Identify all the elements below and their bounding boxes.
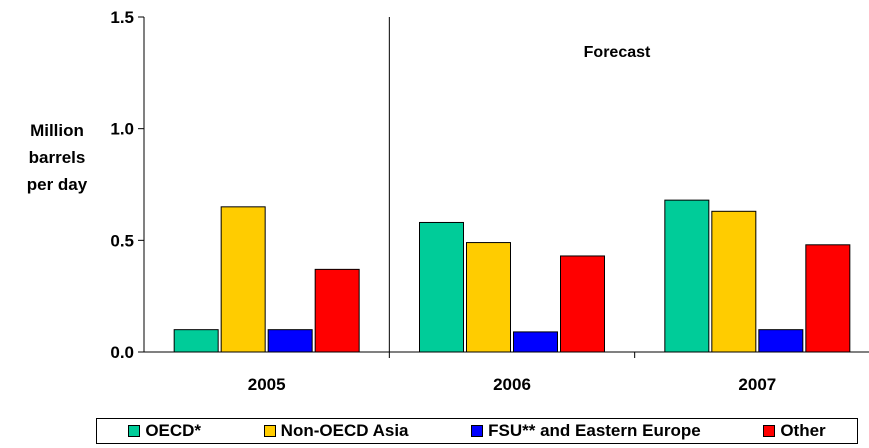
bars (173, 199, 851, 353)
x-category-label: 2007 (738, 375, 776, 394)
legend: OECD* Non-OECD Asia FSU** and Eastern Euro… (96, 418, 858, 444)
legend-item: OECD* (128, 421, 201, 441)
bar-other-2005 (314, 268, 360, 353)
legend-swatch (471, 425, 484, 437)
y-axis-ticks: 0.0 0.5 1.0 1.5 (110, 8, 144, 362)
y-tick-label: 0.5 (110, 231, 134, 250)
legend-swatch (263, 425, 276, 437)
bar-fsu-and-eastern-europe-2007 (758, 329, 804, 353)
legend-label: Non-OECD Asia (280, 421, 409, 440)
legend-label: OECD* (145, 421, 202, 440)
forecast-annotation: Forecast (584, 44, 651, 61)
bar-non-oecd-asia-2006 (466, 242, 511, 353)
legend-label: FSU** and Eastern Europe (488, 421, 701, 440)
bar-oecd-2005 (173, 329, 219, 353)
bar-non-oecd-asia-2005 (220, 206, 266, 353)
bar-fsu-and-eastern-europe-2006 (513, 331, 558, 353)
y-axis-label-line-1: Million (30, 121, 84, 140)
y-axis-label-line-2: barrels (29, 148, 86, 167)
legend-label: Other (780, 421, 826, 440)
x-axis-categories: 2005 2006 2007 (248, 375, 776, 394)
bar-oecd-2006 (419, 221, 464, 353)
legend-item: FSU** and Eastern Europe (471, 421, 701, 441)
x-category-label: 2005 (248, 375, 286, 394)
bar-other-2007 (805, 244, 851, 353)
y-axis-label-line-3: per day (27, 175, 88, 194)
y-tick-label: 0.0 (110, 343, 134, 362)
y-tick-label: 1.5 (110, 8, 134, 27)
legend-swatch (128, 425, 141, 437)
legend-swatch (763, 425, 776, 437)
y-tick-label: 1.0 (110, 120, 134, 139)
x-category-label: 2006 (493, 375, 531, 394)
bar-non-oecd-asia-2007 (711, 210, 757, 353)
legend-item: Non-OECD Asia (263, 421, 409, 441)
bar-oecd-2007 (664, 199, 710, 353)
legend-item: Other (763, 421, 826, 441)
bar-fsu-and-eastern-europe-2005 (267, 329, 313, 353)
axes (143, 17, 869, 358)
y-axis-label: Million barrels per day (27, 121, 88, 194)
bar-other-2006 (560, 255, 605, 353)
